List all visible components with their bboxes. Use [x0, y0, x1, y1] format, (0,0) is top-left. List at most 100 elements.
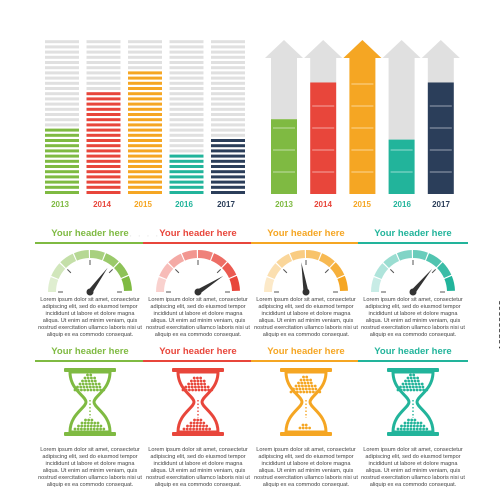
- chart1-year-2013: 2013: [51, 200, 69, 209]
- sand-grain: [194, 388, 198, 392]
- sand-grain: [200, 382, 203, 386]
- sand-grain: [83, 376, 87, 380]
- chart1-bar-segment-empty: [169, 61, 204, 64]
- chart1-bar-segment-empty: [169, 92, 204, 96]
- sand-grain: [202, 424, 205, 428]
- gauge-header-1: Your header here: [51, 228, 129, 239]
- chart1-bar-segment-empty: [86, 50, 121, 54]
- chart1-bar-segment-empty: [45, 113, 79, 116]
- chart1-bar-segment-filled: [86, 144, 121, 148]
- chart1-bar-segment-filled: [128, 81, 162, 85]
- sand-grain: [77, 424, 80, 428]
- chart1-bar-segment-empty: [45, 40, 79, 44]
- chart1-bar-segment-empty: [169, 118, 204, 122]
- chart1-bar-segment-empty: [128, 50, 162, 54]
- sand-grain: [302, 378, 306, 382]
- sand-grain: [205, 427, 208, 431]
- chart1-year-2014: 2014: [93, 200, 111, 209]
- sand-grain: [198, 424, 202, 428]
- sand-grain: [208, 427, 212, 431]
- sand-grain: [413, 376, 416, 380]
- sand-grain: [413, 421, 416, 425]
- gauge-arc-segment: [337, 275, 348, 291]
- gauge-arc-segment: [156, 277, 167, 292]
- chart1-bar-segment-filled: [211, 154, 245, 158]
- sand-grain: [419, 421, 423, 425]
- sand-grain: [199, 418, 203, 422]
- gauge-arc-segment: [396, 250, 412, 261]
- sand-grain: [102, 427, 106, 431]
- sand-grain: [88, 385, 92, 389]
- chart1-bar-segment-filled: [128, 165, 162, 168]
- chart1-bar-segment-empty: [128, 55, 162, 59]
- chart1-bar-segment-filled: [128, 123, 162, 127]
- gauge-arc-segment: [413, 250, 428, 261]
- chart1-bar-segment-empty: [128, 66, 162, 70]
- sand-grain: [87, 379, 91, 383]
- chart1-bar-segment-empty: [211, 92, 245, 96]
- chart1-bar-segment-empty: [45, 66, 79, 70]
- sand-grain: [96, 424, 100, 428]
- gauge-header-rule-1: [35, 242, 145, 244]
- chart2-bar-empty: [310, 58, 337, 83]
- chart1-bar-segment-filled: [211, 191, 245, 194]
- sand-grain: [187, 385, 191, 389]
- hourglass-2: [172, 368, 224, 436]
- chart1-bar-segment-filled: [86, 165, 121, 168]
- sand-grain: [412, 373, 416, 377]
- hourglass-header-rule-1: [35, 360, 145, 362]
- sand-grain: [296, 390, 299, 394]
- chart1-bar-segment-empty: [45, 55, 79, 59]
- sand-grain: [98, 385, 102, 389]
- gauge-needle: [87, 267, 108, 294]
- chart1-bar-segment-filled: [211, 185, 245, 189]
- sand-grain: [409, 373, 412, 377]
- sand-grain: [80, 421, 84, 425]
- sand-grain: [76, 388, 80, 392]
- gauge-tick: [175, 269, 180, 274]
- sand-grain: [306, 381, 310, 385]
- chart1-bar-segment-filled: [45, 133, 79, 137]
- gauge-needle: [196, 275, 224, 295]
- sand-grain: [193, 382, 197, 386]
- chart2-year-2015: 2015: [353, 200, 371, 209]
- sand-grain: [420, 382, 424, 386]
- chart1-bar-segment-empty: [169, 149, 204, 153]
- sand-grain: [190, 385, 194, 389]
- hourglass-header-1: Your header here: [51, 346, 129, 357]
- sand-grain: [411, 385, 415, 389]
- chart2-arrow-head: [265, 40, 303, 58]
- sand-grain: [93, 379, 97, 383]
- chart1-bar-segment-empty: [128, 45, 162, 49]
- chart1-bar-segment-empty: [86, 61, 121, 64]
- sand-grain: [412, 388, 416, 392]
- chart1-bar-segment-filled: [128, 113, 162, 116]
- chart1-bar-segment-filled: [128, 92, 162, 96]
- chart1-year-2016: 2016: [175, 200, 193, 209]
- chart1-bar-segment-empty: [211, 71, 245, 75]
- sand-grain: [307, 384, 311, 388]
- sand-grain: [292, 387, 295, 391]
- chart1-bar-segment-empty: [45, 76, 79, 80]
- sand-grain: [80, 427, 83, 431]
- sand-grain: [84, 379, 88, 383]
- hourglass-text-4: Lorem ipsum dolor sit amet, consectetur …: [361, 447, 465, 488]
- gauge-arc-segment: [51, 263, 66, 279]
- sand-grain: [406, 388, 409, 392]
- sand-grain: [406, 427, 409, 431]
- sand-grain: [413, 418, 417, 422]
- chart1-bar-segment-filled: [86, 180, 121, 184]
- chart1-bar-segment-filled: [169, 170, 204, 174]
- sand-grain: [80, 424, 84, 428]
- sand-grain: [86, 424, 90, 428]
- sand-grain: [187, 382, 191, 386]
- sand-grain: [93, 376, 96, 380]
- sand-grain: [403, 427, 406, 431]
- sand-grain: [196, 379, 200, 383]
- chart1-bar-segment-filled: [86, 185, 121, 189]
- sand-grain: [73, 427, 77, 431]
- chart1-bar-segment-empty: [86, 76, 121, 80]
- sand-grain: [406, 376, 410, 380]
- sand-grain: [417, 382, 421, 386]
- sand-grain: [305, 390, 309, 394]
